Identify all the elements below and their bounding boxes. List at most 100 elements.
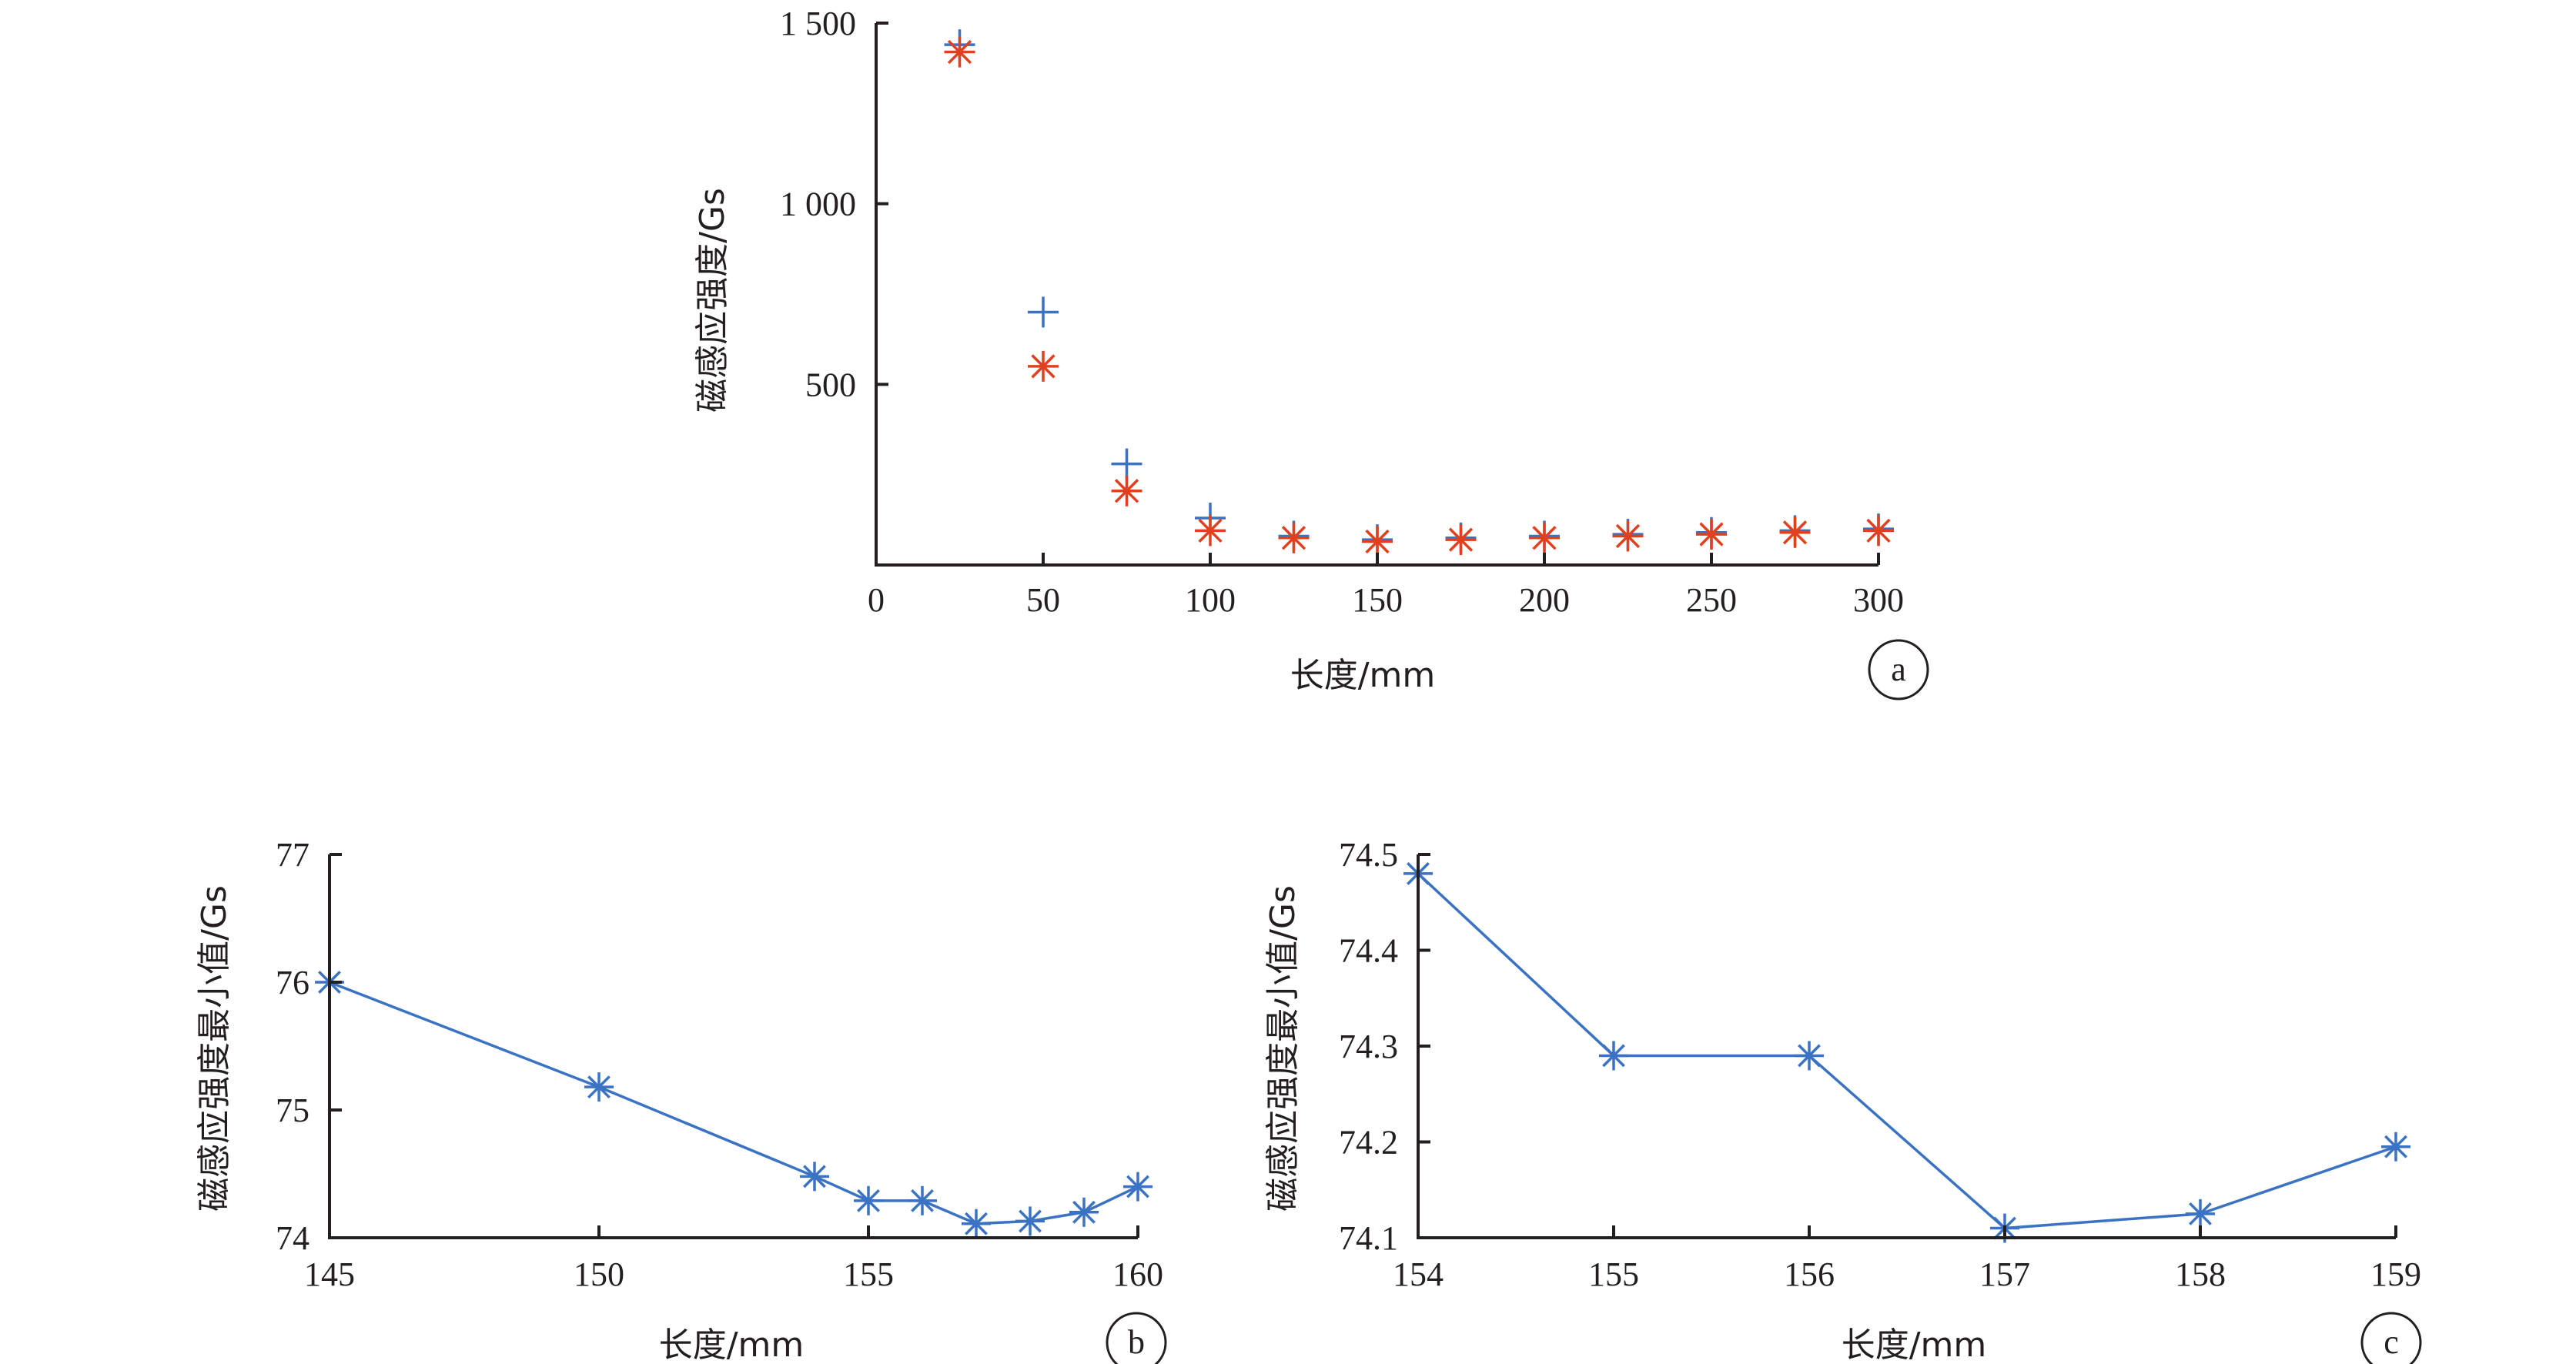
chart-panel-c: 154 155 156 157 158 159 74.1 74.2 74.3 74.4 74.5 长… bbox=[1263, 836, 2422, 1364]
panel-a-axes bbox=[875, 23, 1878, 567]
panel-b-y-tick-label: 77 bbox=[276, 836, 309, 874]
panel-c-min-point bbox=[2381, 1132, 2410, 1162]
panel-b-y-tick-label: 75 bbox=[276, 1092, 309, 1129]
panel-a-asterisk-point bbox=[1195, 515, 1226, 547]
panel-a-asterisk-point bbox=[1278, 522, 1310, 553]
panel-b-min-point-stroke-d2 bbox=[857, 1188, 880, 1212]
panel-a-asterisk-point-stroke-d2 bbox=[1448, 527, 1474, 552]
panel-c-min-point bbox=[2186, 1199, 2215, 1229]
panel-a-ticks: 0 50 100 150 200 250 300 500 1 000 1 500 bbox=[780, 5, 1904, 619]
panel-b-min-point bbox=[800, 1162, 829, 1192]
panel-b-series-line bbox=[329, 981, 1139, 1225]
panel-c-min-point-stroke-d2 bbox=[2384, 1135, 2407, 1158]
panel-a-asterisk-point-stroke-d2 bbox=[1866, 518, 1891, 543]
panel-a-marks bbox=[944, 29, 1894, 557]
panel-b-label-circle bbox=[1106, 1312, 1167, 1364]
panel-a-asterisk-point bbox=[1028, 350, 1059, 382]
panel-a-asterisk-point-stroke-d2 bbox=[1615, 523, 1641, 549]
panel-a-x-tick-label: 250 bbox=[1686, 581, 1737, 619]
panel-a-x-tick-label: 200 bbox=[1519, 581, 1570, 619]
chart-panel-b: 145 150 155 160 74 75 76 77 长度/mm 磁感应强度最小值/Gs b bbox=[195, 836, 1167, 1364]
panel-c-min-point-stroke-d2 bbox=[2189, 1202, 2212, 1225]
panel-a-asterisk-point bbox=[1612, 520, 1644, 552]
panel-a-asterisk-point-stroke-d2 bbox=[1198, 518, 1223, 543]
panel-a-x-tick-label: 100 bbox=[1185, 581, 1236, 619]
panel-a-x-tick-label: 150 bbox=[1352, 581, 1403, 619]
panel-a-asterisk-point-stroke-d2 bbox=[1365, 529, 1390, 554]
panel-a-x-tick-label: 50 bbox=[1026, 581, 1060, 619]
panel-c-min-point-stroke-d2 bbox=[1798, 1044, 1821, 1068]
panel-c-x-tick-label: 159 bbox=[2370, 1255, 2421, 1293]
panel-a-asterisk-point bbox=[1779, 517, 1811, 548]
panel-b-min-point-stroke-d2 bbox=[587, 1075, 611, 1099]
panel-a-asterisk-point-stroke-d2 bbox=[1699, 522, 1724, 547]
panel-a-x-tick-label: 0 bbox=[868, 581, 885, 619]
panel-a-y-tick-label: 500 bbox=[805, 366, 856, 403]
panel-b-min-point bbox=[1015, 1206, 1045, 1236]
panel-a-x-tick-label: 300 bbox=[1853, 581, 1904, 619]
panel-c-marks bbox=[1403, 858, 2410, 1243]
panel-c-y-tick-label: 74.3 bbox=[1339, 1028, 1398, 1065]
panel-c-min-point bbox=[1599, 1041, 1628, 1071]
panel-a-asterisk-point-stroke-d2 bbox=[947, 39, 972, 65]
chart-panel-a: 0 50 100 150 200 250 300 500 1 000 1 500 长度/mm 磁感… bbox=[693, 5, 1929, 700]
panel-c-x-tick-label: 156 bbox=[1784, 1255, 1835, 1293]
panel-b-y-tick-label: 74 bbox=[276, 1219, 309, 1257]
panel-b-min-point-stroke-d2 bbox=[1019, 1209, 1042, 1233]
panel-a-asterisk-point bbox=[1863, 515, 1894, 547]
panel-b-y-axis-label: 磁感应强度最小值/Gs bbox=[195, 885, 234, 1212]
panel-a-asterisk-point-stroke-d2 bbox=[1114, 479, 1139, 503]
panel-c-x-tick-label: 157 bbox=[1979, 1255, 2030, 1293]
panel-b-min-point-stroke-d2 bbox=[965, 1212, 988, 1235]
panel-c-x-tick-label: 158 bbox=[2175, 1255, 2226, 1293]
panel-a-y-axis-label: 磁感应强度/Gs bbox=[693, 188, 732, 413]
panel-b-y-tick-label: 76 bbox=[276, 964, 309, 1001]
panel-a-plus-point bbox=[1028, 296, 1059, 328]
panel-c-min-point bbox=[1795, 1041, 1824, 1071]
panel-c-y-tick-label: 74.5 bbox=[1339, 836, 1398, 874]
panel-b-min-point bbox=[854, 1185, 883, 1215]
panel-b-axes bbox=[328, 854, 1138, 1239]
panel-c-axes bbox=[1417, 854, 2396, 1239]
panel-a-asterisk-point bbox=[944, 36, 975, 68]
panel-b-ticks: 145 150 155 160 74 75 76 77 bbox=[276, 836, 1163, 1293]
panel-a-asterisk-point-stroke-d2 bbox=[1782, 520, 1808, 545]
panel-c-axis-frame bbox=[1417, 854, 2396, 1239]
panel-a-asterisk-point bbox=[1529, 522, 1560, 553]
panel-b-min-point-stroke-d2 bbox=[911, 1188, 934, 1212]
panel-c-min-point-stroke-d2 bbox=[1602, 1044, 1625, 1068]
panel-c-x-axis-label: 长度/mm bbox=[1842, 1326, 1987, 1364]
panel-c-series-line bbox=[1417, 872, 2397, 1230]
panel-c-y-tick-label: 74.1 bbox=[1339, 1219, 1398, 1257]
panel-b-x-tick-label: 160 bbox=[1112, 1255, 1163, 1293]
panel-a-label: a bbox=[1891, 650, 1906, 688]
panel-a-axis-frame bbox=[875, 23, 1878, 567]
panel-b-x-axis-label: 长度/mm bbox=[659, 1326, 805, 1364]
panel-c-x-tick-label: 154 bbox=[1393, 1255, 1444, 1293]
panel-b-min-point bbox=[962, 1209, 991, 1239]
panel-a-label-badge: a bbox=[1868, 639, 1929, 700]
panel-b-min-point bbox=[584, 1072, 614, 1102]
panel-c-label-badge: c bbox=[2360, 1312, 2422, 1364]
panel-c-ticks: 154 155 156 157 158 159 74.1 74.2 74.3 74.4 74.5 bbox=[1339, 836, 2421, 1293]
panel-c-y-tick-label: 74.4 bbox=[1339, 932, 1398, 970]
panel-b-axis-frame bbox=[328, 854, 1138, 1239]
panel-b-min-point bbox=[1123, 1172, 1153, 1202]
panel-a-y-tick-label: 1 000 bbox=[780, 186, 856, 223]
panel-b-marks bbox=[315, 968, 1153, 1239]
panel-b-label: b bbox=[1128, 1323, 1145, 1361]
panel-b-label-badge: b bbox=[1106, 1312, 1167, 1364]
panel-c-x-tick-label: 155 bbox=[1588, 1255, 1639, 1293]
panel-b-min-point-stroke-d2 bbox=[1126, 1175, 1149, 1199]
panel-c-label-circle bbox=[2360, 1312, 2422, 1364]
panel-b-min-point bbox=[908, 1185, 937, 1215]
panel-a-y-tick-label: 1 500 bbox=[780, 5, 856, 42]
panel-c-label: c bbox=[2384, 1323, 2399, 1361]
panel-a-asterisk-point bbox=[1445, 524, 1477, 556]
panel-a-asterisk-point-stroke-d2 bbox=[1031, 354, 1055, 379]
panel-c-y-tick-label: 74.2 bbox=[1339, 1124, 1398, 1162]
panel-a-asterisk-point-stroke-d2 bbox=[1532, 526, 1557, 550]
panel-b-x-tick-label: 150 bbox=[574, 1255, 624, 1293]
panel-c-y-axis-label: 磁感应强度最小值/Gs bbox=[1263, 885, 1303, 1212]
